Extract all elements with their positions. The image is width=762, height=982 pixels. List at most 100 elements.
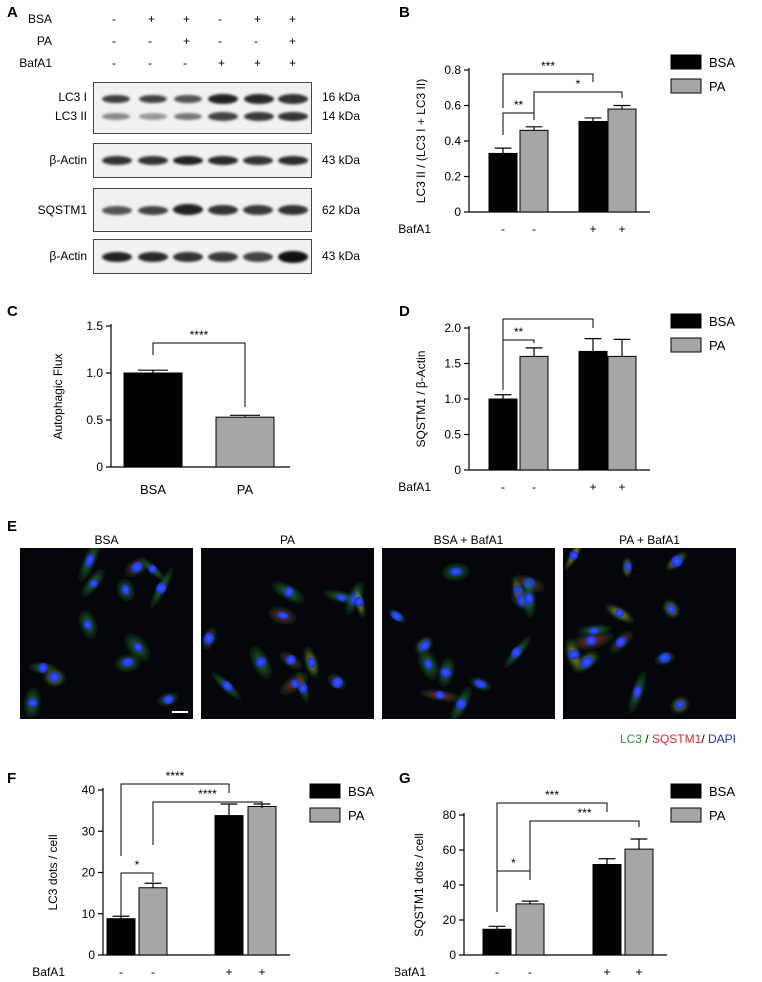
y-axis-label: LC3 II / (LC3 I + LC3 II) [414, 79, 428, 203]
legend-swatch-bsa [670, 783, 702, 799]
lc3-blot [93, 82, 312, 134]
significance-bracket [502, 339, 535, 390]
bar [247, 806, 277, 956]
bar [578, 120, 608, 213]
treatment-sign: - [112, 34, 116, 48]
bafa1-sign: + [618, 480, 625, 494]
panel-label-a: A [7, 4, 18, 21]
legend-swatch-bsa [670, 54, 702, 70]
significance-label: ** [514, 98, 524, 112]
stain-lc3-label: LC3 [619, 732, 642, 746]
significance-label: *** [577, 806, 591, 820]
chart-b: 0 0.2 0.4 0.6 0.8 LC3 II / (LC3 I + LC3 II) Ba… [398, 54, 735, 236]
bafa1-sign: + [258, 965, 265, 979]
significance-bracket [502, 73, 594, 108]
treatment-sign: + [254, 12, 262, 26]
y-tick-label: 0 [88, 948, 95, 962]
microscopy-image-pa [201, 548, 374, 719]
legend-swatch-pa [670, 337, 702, 353]
bafa1-sign: + [589, 480, 596, 494]
row-label-bsa: BSA [27, 12, 52, 26]
bafa1-sign: + [618, 222, 625, 236]
y-tick-label: 40 [82, 783, 96, 797]
y-tick-label: 0 [449, 948, 456, 962]
significance-bracket [496, 802, 608, 896]
treatment-sign: + [183, 12, 191, 26]
bafa1-sign: - [495, 965, 499, 979]
bafa1-sign: - [501, 222, 505, 236]
image-title-pa: PA [279, 533, 296, 547]
bar [138, 887, 168, 956]
treatment-sign: + [289, 56, 297, 70]
y-tick-label: 80 [443, 808, 457, 822]
significance-label: *** [541, 59, 555, 73]
blot-label-actin-1: β-Actin [49, 153, 87, 167]
y-axis-label: SQSTM1 / β-Actin [414, 351, 428, 448]
bafa1-label: BafA1 [398, 480, 431, 494]
blot-label-sqstm1: SQSTM1 [37, 203, 87, 217]
kda-label-actin-1: 43 kDa [322, 153, 361, 167]
panel-label-b: B [399, 4, 410, 21]
y-tick-label: 60 [443, 843, 457, 857]
row-label-bafa1: BafA1 [19, 56, 52, 70]
treatment-sign: - [112, 12, 116, 26]
bafa1-sign: - [151, 965, 155, 979]
bar [482, 928, 512, 956]
treatment-sign: - [183, 56, 187, 70]
significance-label: * [135, 858, 140, 872]
sqstm1-blot [93, 188, 312, 232]
panel-label-f: F [7, 770, 17, 787]
bafa1-label: BafA1 [32, 965, 65, 979]
y-tick-label: 10 [82, 907, 96, 921]
microscopy-image-bsa-bafa1 [382, 548, 555, 719]
treatment-sign: + [289, 34, 297, 48]
significance-label: ** [514, 325, 524, 339]
treatment-sign: - [218, 12, 222, 26]
y-tick-label: 20 [82, 866, 96, 880]
significance-label: **** [190, 328, 209, 342]
bafa1-sign: + [589, 222, 596, 236]
y-tick-label: 0.6 [444, 99, 461, 113]
significance-bracket [496, 870, 531, 912]
y-tick-label: 0 [96, 460, 103, 474]
image-title-bsa: BSA [94, 533, 119, 547]
significance-bracket [152, 342, 246, 407]
legend-swatch-pa [309, 807, 341, 823]
chart-d: 0 0.5 1.0 1.5 2.0 SQSTM1 / β-Actin BafA1 - - + + **… [398, 312, 735, 494]
blot-label-lc3-ii: LC3 II [54, 109, 87, 123]
kda-label-lc3-ii: 14 kDa [322, 109, 361, 123]
legend-label-pa: PA [709, 808, 726, 823]
bafa1-sign: + [603, 965, 610, 979]
significance-bracket [529, 820, 640, 877]
significance-label: **** [198, 787, 217, 801]
treatment-sign: + [218, 56, 226, 70]
x-tick-label: BSA [140, 482, 166, 497]
kda-label-sqstm1: 62 kDa [322, 203, 361, 217]
significance-label: * [511, 856, 516, 870]
stain-separator: / [701, 732, 708, 746]
treatment-sign: + [254, 56, 262, 70]
y-tick-label: 0.8 [444, 63, 461, 77]
significance-bracket [120, 872, 154, 918]
microscopy-image-pa-bafa1 [563, 548, 736, 719]
bar [123, 372, 183, 468]
panel-label-d: D [399, 303, 410, 320]
image-title-pa-bafa1: PA + BafA1 [619, 533, 680, 547]
y-axis-label: Autophagic Flux [51, 353, 65, 439]
bar [519, 355, 549, 471]
legend-swatch-pa [670, 807, 702, 823]
bar [215, 416, 275, 468]
y-tick-label: 1.5 [444, 357, 461, 371]
image-title-bsa-bafa1: BSA + BafA1 [433, 533, 504, 547]
treatment-sign: + [289, 12, 297, 26]
significance-label: * [576, 77, 581, 91]
treatment-sign: - [254, 34, 258, 48]
x-tick-label: PA [237, 482, 254, 497]
y-tick-label: 2.0 [444, 321, 461, 335]
chart-c: 0 0.5 1.0 1.5 Autophagic Flux BSA PA **** [51, 319, 290, 497]
stain-separator: / [641, 732, 652, 746]
bar [106, 918, 136, 956]
scale-bar [172, 711, 188, 713]
